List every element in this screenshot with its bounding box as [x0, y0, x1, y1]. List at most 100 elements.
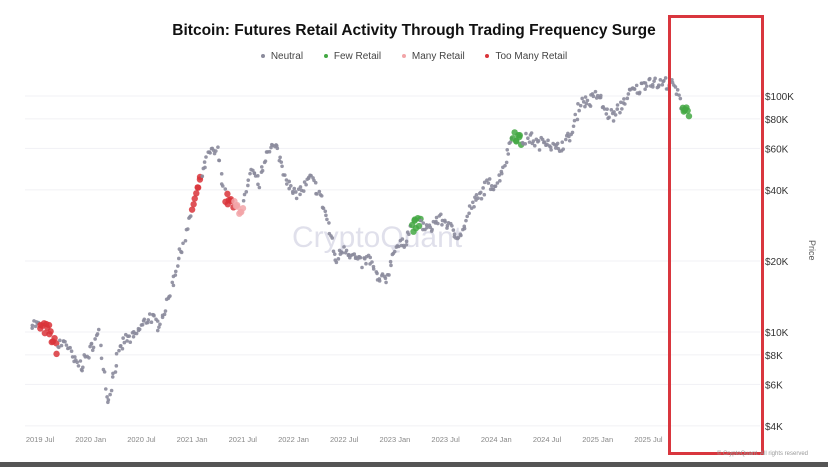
data-point-neutral	[114, 364, 119, 368]
data-point-neutral	[152, 313, 156, 318]
data-point-neutral	[407, 232, 411, 237]
data-point-neutral	[137, 327, 142, 332]
data-point-too-many-retail	[224, 190, 231, 198]
data-point-too-many-retail	[188, 206, 196, 213]
data-point-neutral	[102, 370, 107, 374]
data-point-neutral	[321, 206, 326, 211]
data-point-neutral	[147, 312, 152, 316]
data-point-neutral	[573, 112, 578, 117]
x-tick-label: 2025 Jan	[582, 435, 613, 444]
data-point-neutral	[105, 395, 109, 399]
data-point-neutral	[658, 78, 663, 82]
data-point-neutral	[368, 255, 373, 260]
data-point-neutral	[478, 190, 483, 195]
data-point-neutral	[99, 343, 103, 348]
data-point-neutral	[622, 97, 626, 101]
data-point-neutral	[220, 184, 225, 188]
data-point-neutral	[626, 92, 631, 96]
data-point-neutral	[120, 346, 125, 351]
legend-item-neutral[interactable]: Neutral	[260, 50, 304, 62]
data-point-neutral	[481, 186, 485, 190]
data-point-neutral	[298, 185, 303, 189]
data-point-neutral	[241, 198, 246, 203]
data-point-neutral	[677, 93, 681, 97]
data-point-neutral	[578, 103, 583, 108]
x-tick-label: 2024 Jan	[481, 435, 512, 444]
data-point-neutral	[371, 267, 376, 271]
data-point-neutral	[279, 160, 284, 164]
data-point-neutral	[439, 212, 443, 217]
data-point-neutral	[75, 360, 79, 365]
data-point-neutral	[179, 250, 184, 255]
y-tick-label: $80K	[765, 115, 789, 126]
data-point-neutral	[604, 112, 609, 116]
data-point-too-many-retail	[53, 340, 60, 347]
data-point-neutral	[527, 140, 532, 144]
data-point-neutral	[298, 192, 302, 197]
data-point-neutral	[216, 145, 220, 149]
data-point-neutral	[284, 178, 289, 182]
data-point-neutral	[387, 273, 391, 277]
data-point-neutral	[380, 272, 385, 276]
data-point-neutral	[89, 341, 94, 346]
data-point-neutral	[256, 174, 260, 178]
data-point-neutral	[155, 319, 160, 323]
data-point-neutral	[110, 375, 115, 379]
data-point-neutral	[462, 226, 467, 231]
x-tick-label: 2022 Jan	[278, 435, 309, 444]
data-point-neutral	[443, 220, 447, 224]
y-tick-label: $60K	[765, 144, 789, 155]
data-point-neutral	[160, 315, 165, 320]
data-point-neutral	[436, 221, 440, 226]
data-point-neutral	[127, 334, 132, 338]
data-point-neutral	[424, 223, 429, 227]
data-point-neutral	[651, 85, 655, 89]
data-point-neutral	[607, 115, 611, 120]
data-point-neutral	[251, 168, 255, 173]
data-point-neutral	[340, 250, 345, 255]
data-point-too-many-retail	[191, 195, 198, 202]
legend-label: Neutral	[270, 50, 304, 62]
data-point-neutral	[474, 192, 479, 197]
data-point-neutral	[76, 364, 81, 368]
data-point-neutral	[383, 276, 388, 281]
legend-item-too-many-retail[interactable]: Too Many Retail	[485, 51, 567, 62]
data-point-neutral	[334, 260, 339, 265]
data-point-neutral	[81, 365, 85, 370]
data-point-neutral	[602, 107, 607, 111]
data-point-neutral	[358, 255, 363, 260]
data-point-neutral	[536, 139, 541, 143]
data-point-neutral	[625, 96, 630, 101]
data-point-neutral	[263, 159, 268, 163]
data-point-neutral	[564, 137, 568, 142]
data-point-neutral	[450, 223, 454, 228]
data-point-neutral	[673, 85, 678, 89]
data-point-neutral	[91, 345, 96, 350]
data-point-neutral	[168, 294, 172, 298]
data-point-neutral	[634, 83, 639, 88]
legend-item-many-retail[interactable]: Many Retail	[401, 50, 465, 62]
data-point-neutral	[523, 142, 528, 146]
x-tick-label: 2021 Jul	[229, 435, 258, 444]
data-point-neutral	[430, 227, 434, 232]
data-point-neutral	[315, 192, 319, 196]
x-tick-label: 2024 Jul	[533, 435, 562, 444]
data-point-neutral	[219, 172, 224, 176]
data-point-neutral	[323, 209, 328, 214]
data-point-neutral	[121, 336, 125, 340]
data-point-neutral	[615, 107, 620, 111]
data-point-neutral	[370, 260, 374, 264]
data-point-neutral	[202, 160, 207, 164]
legend-label: Many Retail	[411, 50, 465, 62]
data-point-neutral	[491, 187, 496, 192]
y-tick-label: $20K	[765, 257, 789, 268]
data-point-neutral	[106, 398, 111, 402]
data-point-neutral	[542, 140, 547, 144]
data-point-neutral	[643, 81, 648, 85]
x-tick-label: 2019 Jul	[26, 435, 55, 444]
data-point-neutral	[69, 349, 74, 354]
data-point-neutral	[459, 233, 463, 238]
data-point-neutral	[80, 368, 84, 373]
legend-item-few-retail[interactable]: Few Retail	[323, 51, 381, 62]
data-point-neutral	[301, 189, 306, 193]
